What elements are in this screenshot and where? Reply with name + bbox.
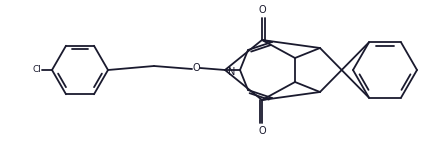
- Text: O: O: [258, 5, 266, 15]
- Text: O: O: [258, 126, 266, 136]
- Text: N: N: [227, 67, 235, 77]
- Text: O: O: [192, 63, 200, 73]
- Text: Cl: Cl: [32, 66, 41, 74]
